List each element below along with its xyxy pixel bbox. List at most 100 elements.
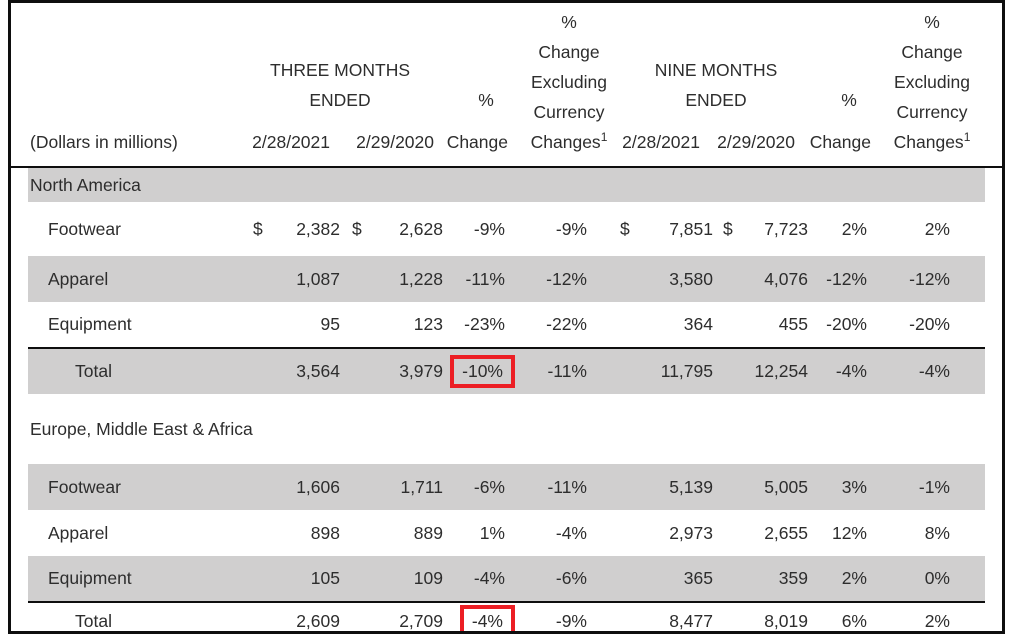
document-content: (Dollars in millions) THREE MONTHS ENDED… bbox=[11, 3, 1002, 631]
table-row: Apparel 898 889 1% -4% 2,973 2,655 12% 8% bbox=[28, 510, 985, 556]
row-label: Apparel bbox=[28, 256, 225, 302]
dollar-sign-cell bbox=[713, 510, 738, 556]
section-row: North America bbox=[28, 168, 985, 202]
pad-cell bbox=[958, 302, 985, 348]
pad-cell bbox=[958, 202, 985, 256]
row-label: Equipment bbox=[48, 314, 132, 334]
value-cell: 8% bbox=[924, 522, 950, 543]
table-body: North America Footwear $2,382 $2,628 -9% -9% $… bbox=[28, 168, 985, 631]
dollar-sign-cell bbox=[225, 464, 265, 510]
col-group-nine-months: NINE MONTHS ENDED bbox=[654, 60, 778, 110]
value-cell: -11% bbox=[443, 256, 510, 302]
value-cell: 2,609 bbox=[265, 601, 340, 631]
dollar-sign-cell bbox=[340, 256, 370, 302]
value-cell: -12% bbox=[873, 256, 958, 302]
value-cell: -22% bbox=[546, 314, 587, 334]
highlight-box: -10% bbox=[450, 355, 515, 388]
value-cell: 1,087 bbox=[265, 256, 340, 302]
pad-cell bbox=[958, 510, 985, 556]
changes-word: Changes bbox=[530, 132, 601, 152]
value-cell: -4% bbox=[873, 347, 958, 394]
table-row: Total 3,564 3,979 -10% -11% 11,795 12,254 -4% -4… bbox=[28, 347, 985, 394]
value-cell: -12% bbox=[808, 256, 873, 302]
col-pct-excl-currency-3mo-last: Changes1 bbox=[531, 127, 608, 157]
value-cell: 2,655 bbox=[764, 522, 808, 543]
value-cell: 6% bbox=[808, 601, 873, 631]
dollar-sign-cell bbox=[340, 556, 370, 602]
dollar-sign-cell: $ bbox=[620, 218, 630, 239]
dollar-sign-cell bbox=[593, 302, 633, 348]
col-group-three-months: THREE MONTHS ENDED bbox=[270, 60, 410, 110]
value-cell: -4% bbox=[443, 601, 515, 631]
dollar-sign-cell bbox=[593, 256, 633, 302]
table-row: Footwear 1,606 1,711 -6% -11% 5,139 5,005 3% -1% bbox=[28, 464, 985, 510]
dollar-sign-cell bbox=[340, 510, 370, 556]
row-label: Footwear bbox=[28, 464, 225, 510]
section-label: North America bbox=[28, 168, 985, 202]
value-cell: 7,723 bbox=[764, 218, 808, 239]
dollar-sign-cell bbox=[593, 510, 633, 556]
section-label: Europe, Middle East & Africa bbox=[30, 419, 253, 439]
dollar-sign-cell bbox=[340, 464, 370, 510]
value-cell: 4,076 bbox=[738, 256, 808, 302]
dollar-sign-cell bbox=[593, 601, 633, 631]
value-cell: 11,795 bbox=[633, 347, 713, 394]
value-cell: 365 bbox=[633, 556, 713, 602]
value-cell: 898 bbox=[310, 522, 340, 543]
value-cell: 2% bbox=[924, 218, 950, 239]
row-label: Total bbox=[28, 347, 225, 394]
dollar-sign-cell bbox=[713, 302, 738, 348]
table-row: Footwear $2,382 $2,628 -9% -9% $7,851 $7,723 2%… bbox=[28, 202, 985, 256]
value-cell: -20% bbox=[826, 314, 867, 334]
value-cell: 8,477 bbox=[633, 601, 713, 631]
col-pct-excl-currency-9mo-last: Changes1 bbox=[894, 127, 971, 157]
value-cell: 1,711 bbox=[370, 464, 443, 510]
value-cell: -4% bbox=[808, 347, 873, 394]
value-cell: 3,979 bbox=[370, 347, 443, 394]
pad-cell bbox=[958, 256, 985, 302]
value-cell: 105 bbox=[265, 556, 340, 602]
value-cell: -20% bbox=[909, 314, 950, 334]
value-cell: -4% bbox=[443, 556, 510, 602]
pad-cell bbox=[958, 556, 985, 602]
value-cell: -11% bbox=[510, 347, 593, 394]
value-cell: 0% bbox=[873, 556, 958, 602]
changes-word: Changes bbox=[893, 132, 964, 152]
col-date-3mo-2021: 2/28/2021 bbox=[252, 132, 330, 152]
value-cell: 455 bbox=[778, 314, 808, 334]
dollar-sign-cell bbox=[340, 302, 370, 348]
pad-cell bbox=[958, 347, 985, 394]
value-cell: 2% bbox=[841, 218, 867, 239]
value-cell: 8,019 bbox=[738, 601, 808, 631]
value-cell: 359 bbox=[738, 556, 808, 602]
pad-cell bbox=[958, 464, 985, 510]
value-cell: 2,709 bbox=[370, 601, 443, 631]
value-cell: 3,580 bbox=[633, 256, 713, 302]
col-pct-change-3mo-top: % bbox=[478, 90, 494, 110]
value-cell: 3,564 bbox=[265, 347, 340, 394]
dollar-sign-cell bbox=[713, 601, 738, 631]
row-label: Apparel bbox=[48, 522, 109, 543]
dollar-sign-cell bbox=[593, 464, 633, 510]
section-row: Europe, Middle East & Africa bbox=[28, 394, 985, 464]
value-cell: -9% bbox=[473, 218, 505, 239]
dollar-sign-cell bbox=[225, 510, 265, 556]
value-cell: -9% bbox=[510, 601, 593, 631]
col-pct-change-9mo-bottom: Change bbox=[809, 132, 871, 152]
value-cell: 5,005 bbox=[738, 464, 808, 510]
value-cell: 5,139 bbox=[633, 464, 713, 510]
dollar-sign-cell bbox=[713, 256, 738, 302]
value-cell: -6% bbox=[510, 556, 593, 602]
table-row: Apparel 1,087 1,228 -11% -12% 3,580 4,076 -12% -… bbox=[28, 256, 985, 302]
dollar-sign-cell bbox=[713, 556, 738, 602]
dollar-sign-cell: $ bbox=[253, 218, 263, 239]
value-cell: 2,382 bbox=[296, 218, 340, 239]
col-pct-excl-currency-9mo: % Change Excluding Currency bbox=[894, 12, 970, 122]
col-date-9mo-2020: 2/29/2020 bbox=[717, 132, 795, 152]
value-cell: -12% bbox=[510, 256, 593, 302]
dollar-sign-cell bbox=[225, 601, 265, 631]
dollar-sign-cell bbox=[593, 556, 633, 602]
value-cell: 1,606 bbox=[265, 464, 340, 510]
value-cell: 2% bbox=[873, 601, 958, 631]
row-label: Total bbox=[28, 601, 225, 631]
